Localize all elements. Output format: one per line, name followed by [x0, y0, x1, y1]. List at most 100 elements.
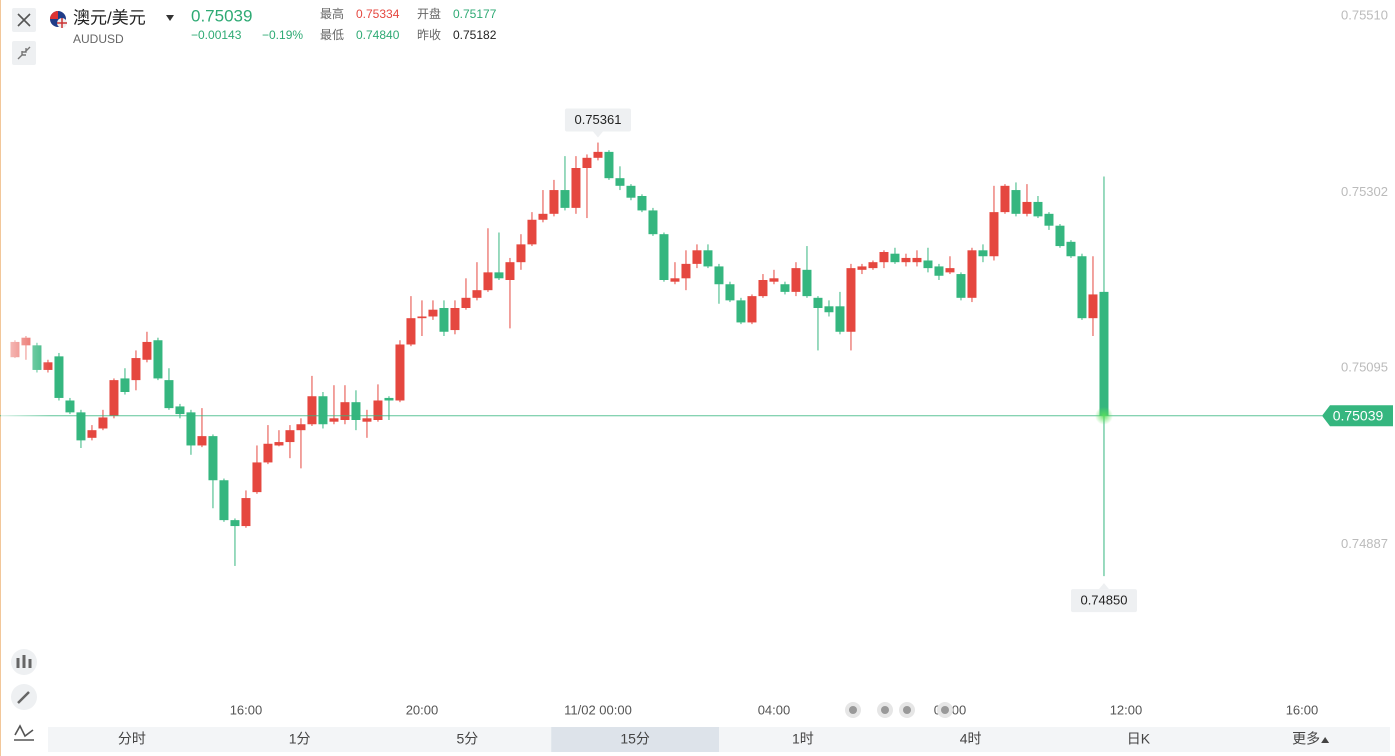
scroll-dots[interactable]	[845, 702, 953, 718]
candle-body	[780, 284, 790, 292]
y-tick-label: 0.75095	[1341, 360, 1388, 375]
candle-body	[1033, 201, 1043, 217]
candle-body	[285, 430, 295, 443]
period-tab[interactable]: 1时	[792, 731, 814, 747]
candle-body	[197, 436, 207, 446]
candle-body	[813, 297, 823, 308]
candle-body	[945, 268, 955, 273]
candle-body	[681, 263, 691, 279]
symbol-title[interactable]: 澳元/美元	[73, 8, 146, 27]
candle-body	[120, 378, 130, 392]
extreme-pointer	[592, 131, 603, 138]
candle-body	[670, 278, 680, 282]
change-pct: −0.19%	[262, 28, 303, 42]
candle-body	[989, 212, 999, 257]
draw-tool[interactable]	[11, 684, 37, 710]
candle-body	[714, 266, 724, 285]
candle-body	[1044, 213, 1054, 226]
stat-label: 最低	[320, 28, 344, 42]
candle-body	[252, 462, 262, 493]
candle-body	[329, 418, 339, 422]
fade	[1, 300, 51, 420]
last-price-tag	[1322, 405, 1393, 427]
candle-body	[230, 520, 240, 527]
candle-body	[131, 358, 141, 381]
x-tick-label: 16:00	[230, 702, 263, 717]
candle-body	[736, 300, 746, 323]
x-tick-label: 12:00	[1110, 702, 1143, 717]
candle-body	[934, 266, 944, 276]
candle-body	[428, 309, 438, 317]
candle-body	[373, 400, 383, 420]
period-tab[interactable]: 更多	[1292, 731, 1320, 747]
period-tab[interactable]: 4时	[960, 731, 982, 747]
candle-body	[516, 244, 526, 263]
candle-body	[538, 213, 548, 220]
candle-body	[505, 262, 515, 280]
line-tool[interactable]	[14, 724, 34, 741]
candle-body	[747, 296, 757, 323]
candle-body	[175, 406, 185, 415]
candle-body	[527, 219, 537, 245]
candle-body	[1055, 225, 1065, 247]
candle-body	[54, 356, 64, 398]
y-tick-label: 0.74887	[1341, 536, 1388, 551]
candle-body	[791, 268, 801, 292]
candle-body	[274, 442, 284, 446]
candle-body	[604, 151, 614, 179]
candle-body	[219, 480, 229, 521]
candle-body	[560, 190, 570, 208]
candle-body	[868, 262, 878, 269]
candle-body	[109, 380, 119, 416]
candle-body	[626, 185, 636, 198]
candle-body	[802, 269, 812, 297]
candle-body	[318, 396, 328, 425]
candle-body	[923, 260, 933, 269]
candle-body	[659, 234, 669, 280]
indicator-tool[interactable]	[11, 649, 37, 675]
candle-body	[241, 498, 251, 527]
close-icon	[17, 13, 31, 27]
candle-body	[835, 306, 845, 332]
candle-body	[483, 272, 493, 291]
candle-body	[582, 157, 592, 168]
x-tick-label: 11/02 00:00	[564, 702, 632, 717]
candle-body	[1066, 241, 1076, 257]
candle-body	[857, 266, 867, 270]
period-tab[interactable]: 5分	[456, 731, 478, 747]
extreme-box	[1070, 589, 1137, 613]
price: 0.75039	[191, 6, 252, 25]
stat-label: 最高	[320, 6, 344, 21]
extreme-box	[564, 108, 631, 132]
candle-body	[417, 316, 427, 319]
candle-body	[340, 402, 350, 420]
candle-body	[296, 424, 306, 431]
candle-body	[362, 418, 372, 422]
y-tick-label: 0.75302	[1341, 184, 1388, 199]
period-tab[interactable]: 日K	[1127, 731, 1151, 747]
candle-body	[439, 308, 449, 332]
candle-body	[1000, 185, 1010, 213]
period-tab[interactable]: 15分	[620, 731, 650, 747]
candle-body	[901, 257, 911, 263]
more-caret	[1321, 737, 1330, 743]
change: −0.00143	[191, 28, 242, 42]
candle-body	[637, 196, 647, 211]
last-price-glow	[1094, 406, 1113, 425]
candle-body	[615, 178, 625, 186]
dropdown-caret[interactable]	[166, 15, 174, 21]
collapse-button[interactable]	[12, 41, 36, 65]
candle-body	[142, 341, 152, 360]
period-tab[interactable]: 分时	[118, 731, 146, 747]
candle-body	[186, 412, 196, 446]
candle-body	[351, 402, 361, 420]
candle-body	[263, 443, 273, 463]
candle-body	[846, 268, 856, 332]
candle-body	[1022, 201, 1032, 214]
candle-body	[703, 250, 713, 267]
candle-body	[307, 396, 317, 425]
candle-body	[450, 308, 460, 331]
candle-body	[648, 210, 658, 235]
period-tab[interactable]: 1分	[289, 731, 311, 747]
